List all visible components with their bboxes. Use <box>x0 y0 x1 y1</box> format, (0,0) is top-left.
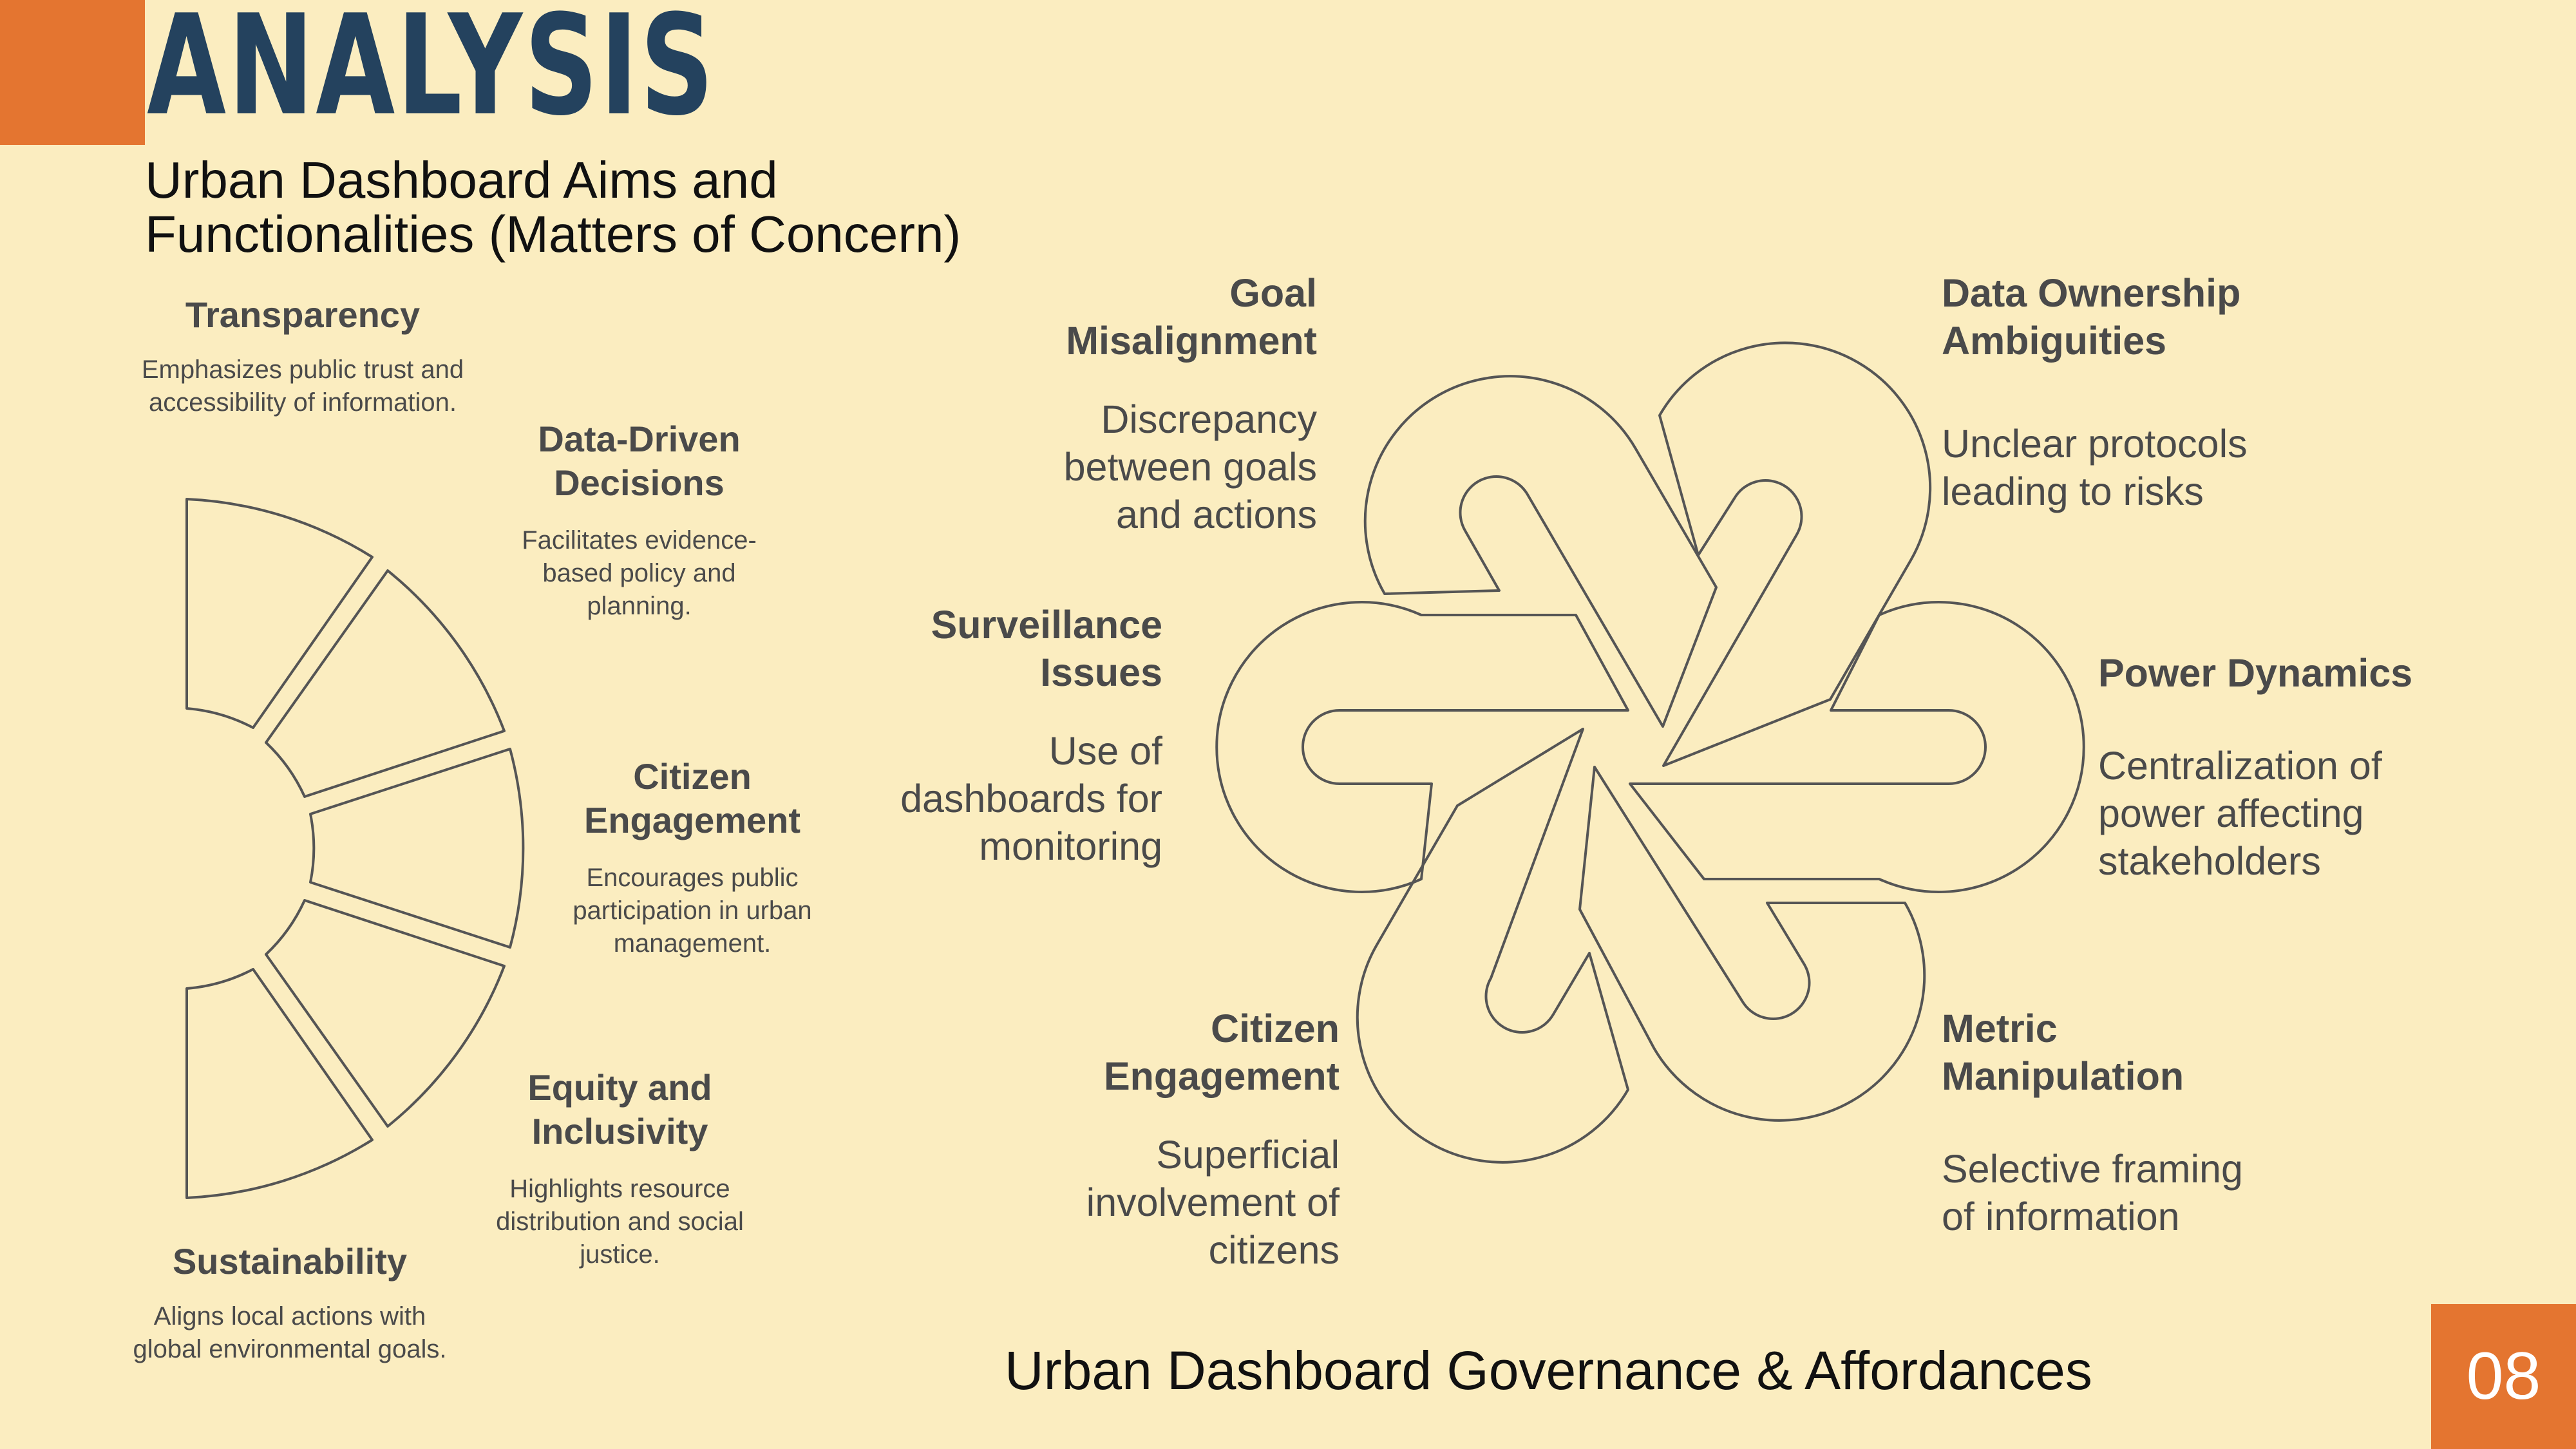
arc-segment-equity <box>265 899 506 1128</box>
concern-metric-manipulation: Metric Manipulation Selective framing of… <box>1942 1005 2277 1240</box>
aim-transparency: Transparency Emphasizes public trust and… <box>138 293 467 419</box>
concern-description: Selective framing of information <box>1942 1147 2243 1238</box>
star-link-top-left <box>1363 375 1718 728</box>
section-heading-aims: Urban Dashboard Aims and Functionalities… <box>145 153 1175 261</box>
arc-segment-sustainability <box>185 968 374 1199</box>
star-link-bottom-left <box>1356 728 1629 1164</box>
aim-citizen-engagement: Citizen Engagement Encourages public par… <box>551 755 834 960</box>
concern-description: Unclear protocols leading to risks <box>1942 422 2248 513</box>
concern-data-ownership: Data Ownership Ambiguities Unclear proto… <box>1942 269 2302 515</box>
aim-equity-inclusivity: Equity and Inclusivity Highlights resour… <box>480 1066 760 1271</box>
star-link-top-right <box>1658 341 1932 767</box>
star-link-left <box>1215 601 1629 893</box>
aim-description: Encourages public participation in urban… <box>573 864 812 958</box>
section-heading-line: Urban Dashboard Aims and Functionalities… <box>145 151 961 263</box>
arc-segment-citizen-engagement <box>309 748 525 949</box>
concern-goal-misalignment: Goal Misalignment Discrepancy between go… <box>1018 269 1317 538</box>
concern-title: Data Ownership Ambiguities <box>1942 271 2241 363</box>
aim-title: Transparency <box>185 294 421 335</box>
star-link-right <box>1629 601 2085 893</box>
page-number-badge: 08 <box>2431 1304 2576 1449</box>
aim-description: Highlights resource distribution and soc… <box>496 1175 744 1269</box>
concern-description: Use of dashboards for monitoring <box>900 729 1162 868</box>
aim-title: Equity and Inclusivity <box>527 1067 712 1151</box>
concern-title: Power Dynamics <box>2098 651 2413 695</box>
slide-title: ANALYSIS <box>147 0 716 146</box>
concern-power-dynamics: Power Dynamics Centralization of power a… <box>2098 649 2459 885</box>
aim-description: Facilitates evidence-based policy and pl… <box>522 526 757 620</box>
concern-description: Discrepancy between goals and actions <box>1063 397 1317 536</box>
aim-sustainability: Sustainability Aligns local actions with… <box>132 1240 448 1366</box>
arc-segment-data-driven <box>265 569 506 798</box>
corner-accent-block <box>0 0 145 145</box>
aim-description: Aligns local actions with global environ… <box>133 1302 447 1363</box>
concern-surveillance: Surveillance Issues Use of dashboards fo… <box>873 601 1162 870</box>
concern-citizen-engagement: Citizen Engagement Superficial involveme… <box>1046 1005 1340 1274</box>
concern-title: Citizen Engagement <box>1103 1007 1340 1098</box>
aim-data-driven-decisions: Data-Driven Decisions Facilitates eviden… <box>512 417 766 623</box>
aim-title: Data-Driven Decisions <box>538 419 741 503</box>
aim-title: Sustainability <box>172 1241 408 1282</box>
concern-description: Superficial involvement of citizens <box>1086 1133 1340 1272</box>
arc-segment-transparency <box>185 498 374 729</box>
concern-description: Centralization of power affecting stakeh… <box>2098 744 2382 883</box>
concern-title: Surveillance Issues <box>931 603 1162 694</box>
star-link-bottom-right <box>1578 766 1926 1122</box>
concern-title: Metric Manipulation <box>1942 1007 2184 1098</box>
concern-title: Goal Misalignment <box>1066 271 1317 363</box>
governance-star-diagram <box>1215 341 2085 1164</box>
footer-caption: Urban Dashboard Governance & Affordances <box>1005 1340 2092 1401</box>
aim-description: Emphasizes public trust and accessibilit… <box>141 355 464 417</box>
aim-title: Citizen Engagement <box>583 756 801 840</box>
